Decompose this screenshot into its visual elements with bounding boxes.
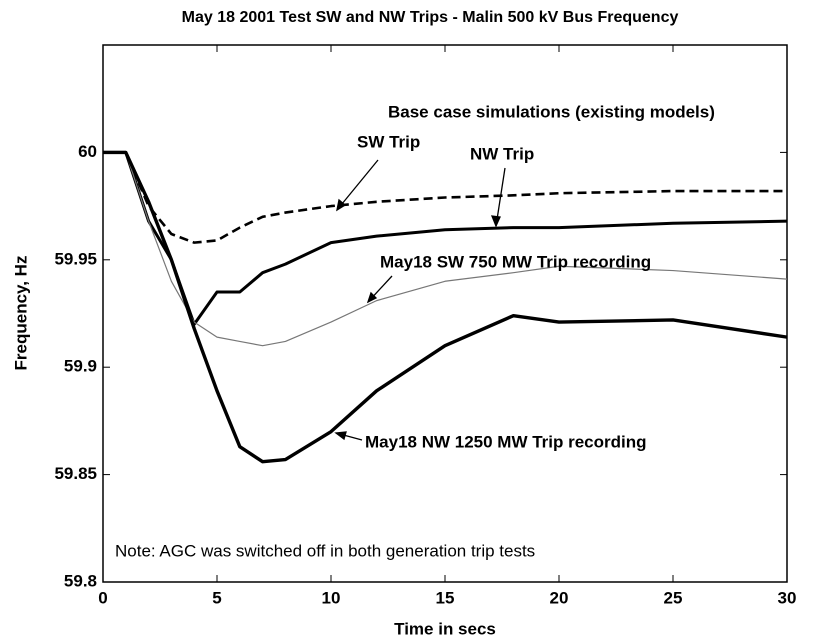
x-tick-label: 0 [98,588,107,607]
x-tick-label: 5 [212,588,221,607]
series-line [103,150,788,464]
y-tick-label: 59.95 [54,249,97,268]
arrow-head [490,215,501,228]
y-tick-label: 60 [78,142,97,161]
x-tick-label: 30 [778,588,797,607]
y-tick-label: 59.8 [64,571,97,590]
series-label: SW Trip [357,132,420,151]
y-tick-label: 59.85 [54,464,97,483]
x-tick-label: 10 [322,588,341,607]
series-line [103,151,788,347]
arrows [334,159,506,441]
arrow [336,159,379,211]
plot-frame [102,44,788,583]
x-axis-label: Time in secs [394,619,496,638]
series-label: May18 SW 750 MW Trip recording [380,252,651,271]
y-tick-label: 59.9 [64,357,97,376]
x-tick-label: 20 [550,588,569,607]
series-line [103,150,788,326]
chart-title: May 18 2001 Test SW and NW Trips - Malin… [182,9,679,26]
x-tick-label: 25 [664,588,683,607]
series-label: NW Trip [470,144,534,163]
arrow-head [366,291,378,304]
series-label: May18 NW 1250 MW Trip recording [365,432,647,451]
arrow-head [334,431,347,441]
annotation: Base case simulations (existing models) [388,102,715,121]
series-line [103,151,787,244]
x-tick-label: 15 [436,588,455,607]
annotation: Note: AGC was switched off in both gener… [115,541,535,560]
y-axis-label: Frequency, Hz [11,256,30,371]
